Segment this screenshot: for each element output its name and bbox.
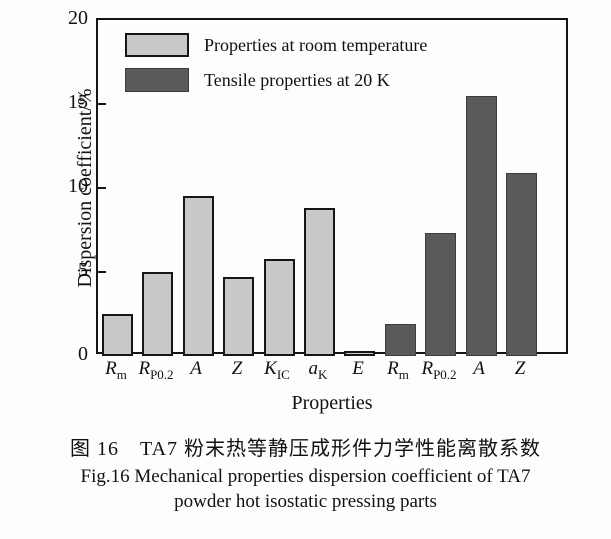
y-tick-label: 15 <box>68 91 88 113</box>
x-tick-label: A <box>473 358 485 379</box>
x-tick-label: E <box>352 358 364 379</box>
legend-item-tensile-20k: Tensile properties at 20 K <box>125 68 427 92</box>
y-tick-label: 0 <box>78 343 88 365</box>
x-tick-label: KIC <box>264 358 290 382</box>
bar <box>466 96 497 356</box>
bar <box>304 208 335 356</box>
x-tick-label: RP0.2 <box>138 358 174 382</box>
y-tick-label: 10 <box>68 175 88 197</box>
legend-label-tensile-20k: Tensile properties at 20 K <box>204 69 390 90</box>
legend-label-room-temperature: Properties at room temperature <box>204 34 428 55</box>
bar <box>102 314 133 356</box>
bar <box>223 277 254 356</box>
x-tick-label: A <box>190 358 202 379</box>
y-tick-label: 5 <box>78 259 88 281</box>
x-tick-label: Z <box>231 358 243 379</box>
bar <box>385 324 416 356</box>
y-tick <box>98 271 106 273</box>
x-axis-title: Properties <box>291 392 373 414</box>
bar <box>142 272 173 356</box>
figure-captions: 图 16 TA7 粉末热等静压成形件力学性能离散系数 Fig.16 Mechan… <box>0 434 611 514</box>
bar <box>183 196 214 356</box>
bar <box>506 173 537 356</box>
y-tick <box>98 103 106 105</box>
legend: Properties at room temperature Tensile p… <box>125 33 427 92</box>
plot-area: Properties at room temperature Tensile p… <box>96 18 568 356</box>
y-tick-label: 20 <box>68 7 88 29</box>
bar <box>425 233 456 356</box>
legend-swatch-tensile-20k-icon <box>125 68 189 92</box>
x-tick-label: Rm <box>387 358 409 382</box>
y-tick <box>98 187 106 189</box>
x-tick-label: Rm <box>105 358 127 382</box>
caption-chinese: 图 16 TA7 粉末热等静压成形件力学性能离散系数 <box>69 438 542 460</box>
bar <box>344 351 375 356</box>
x-tick-label: aK <box>308 358 328 382</box>
caption-english-line1: Fig.16 Mechanical properties dispersion … <box>80 466 531 487</box>
legend-item-room-temperature: Properties at room temperature <box>125 33 427 57</box>
x-tick-label: Z <box>514 358 526 379</box>
bar <box>264 259 295 356</box>
caption-english-line2: powder hot isostatic pressing parts <box>174 491 437 512</box>
x-tick-label: RP0.2 <box>421 358 457 382</box>
legend-swatch-room-temperature-icon <box>125 33 189 57</box>
